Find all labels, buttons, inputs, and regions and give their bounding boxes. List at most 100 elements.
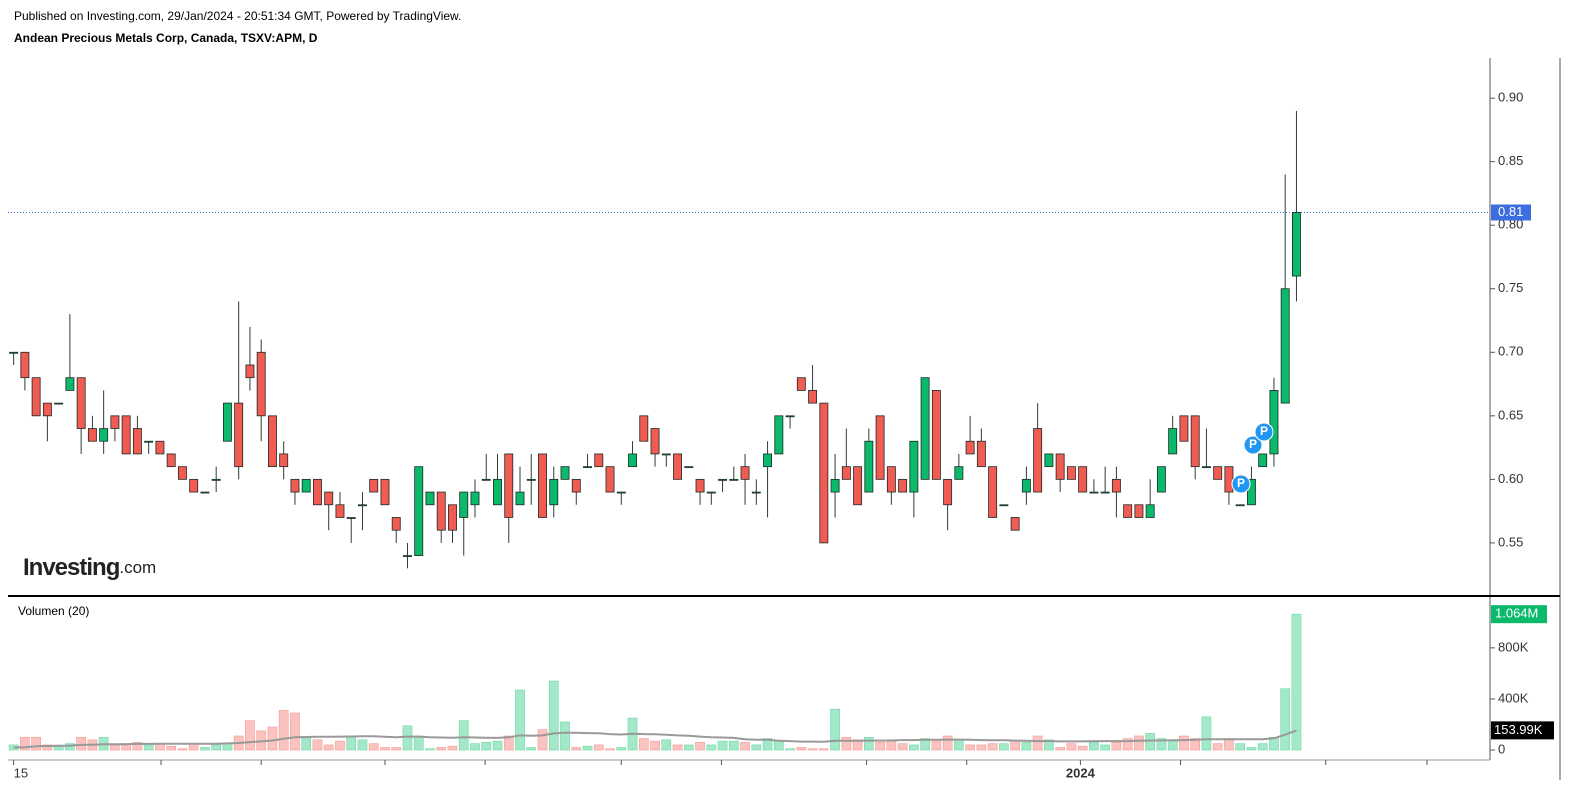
candle-body bbox=[1145, 504, 1155, 518]
candle-body bbox=[1269, 390, 1279, 455]
volume-bar bbox=[1179, 735, 1189, 751]
volume-bar bbox=[436, 747, 447, 751]
volume-bar bbox=[1032, 735, 1043, 751]
candle-body bbox=[42, 402, 52, 417]
volume-bar bbox=[1077, 745, 1088, 751]
volume-bar bbox=[548, 680, 559, 751]
candle-body bbox=[436, 491, 446, 531]
volume-bar bbox=[492, 740, 503, 751]
candle-body bbox=[20, 351, 30, 379]
volume-bar bbox=[976, 744, 987, 751]
volume-bar bbox=[841, 736, 852, 751]
candle-body bbox=[1280, 288, 1290, 404]
candle-body bbox=[841, 466, 851, 480]
volume-title: Volumen (20) bbox=[18, 604, 89, 618]
candle-body bbox=[267, 415, 277, 468]
candle-body bbox=[931, 390, 941, 480]
volume-bar bbox=[526, 747, 537, 751]
volume-bar bbox=[1134, 735, 1144, 751]
candle-body bbox=[1134, 504, 1144, 518]
volume-bar bbox=[796, 747, 807, 751]
candle-body bbox=[54, 402, 64, 405]
candle-body bbox=[1100, 491, 1110, 494]
volume-y-tick-label: 0 bbox=[1498, 741, 1505, 756]
candle-body bbox=[1066, 466, 1076, 480]
candle-body bbox=[369, 478, 379, 493]
volume-bar bbox=[413, 735, 424, 751]
candle-body bbox=[1179, 415, 1189, 442]
candle-body bbox=[571, 478, 581, 493]
volume-bar bbox=[312, 739, 323, 751]
volume-bar bbox=[323, 744, 334, 751]
volume-bar bbox=[402, 725, 413, 751]
event-marker-label: P bbox=[1260, 424, 1268, 438]
volume-bar bbox=[616, 747, 627, 751]
candle-body bbox=[639, 415, 649, 442]
volume-bar bbox=[785, 748, 795, 751]
volume-bar bbox=[166, 745, 177, 751]
volume-bar bbox=[1111, 742, 1122, 751]
candle-body bbox=[414, 466, 424, 557]
volume-bar bbox=[65, 743, 75, 751]
y-tick-label: 0.65 bbox=[1498, 407, 1523, 422]
candle-body bbox=[684, 466, 694, 469]
candle-body bbox=[808, 390, 818, 404]
candle-body bbox=[774, 415, 784, 455]
candle-body bbox=[943, 478, 953, 506]
candle-body bbox=[785, 415, 795, 418]
volume-bar bbox=[987, 743, 998, 751]
candle-body bbox=[1033, 428, 1043, 493]
candle-body bbox=[909, 440, 919, 493]
candle-body bbox=[380, 478, 390, 506]
candle-body bbox=[470, 491, 480, 506]
volume-bar bbox=[875, 742, 885, 751]
volume-bar bbox=[1190, 738, 1201, 751]
volume-bar bbox=[807, 748, 818, 751]
volume-bar bbox=[706, 744, 717, 751]
volume-bar bbox=[920, 738, 930, 751]
volume-bar bbox=[31, 736, 41, 751]
event-marker bbox=[1243, 435, 1263, 455]
volume-bar bbox=[76, 736, 86, 751]
candle-body bbox=[1224, 466, 1234, 493]
candle-body bbox=[121, 415, 131, 455]
candle-body bbox=[459, 491, 469, 518]
candle-body bbox=[65, 377, 75, 391]
volume-bar bbox=[458, 720, 469, 751]
candle-body bbox=[99, 428, 109, 442]
candle-body bbox=[965, 440, 975, 455]
event-marker-label: P bbox=[1237, 476, 1245, 490]
volume-bar bbox=[582, 745, 593, 751]
volume-bar bbox=[1145, 733, 1156, 751]
ma-badge bbox=[1491, 721, 1554, 740]
candle-body bbox=[1258, 453, 1268, 468]
candle-body bbox=[853, 466, 863, 506]
volume-bar bbox=[1280, 688, 1291, 751]
candle-body bbox=[830, 478, 840, 493]
volume-bar bbox=[740, 742, 750, 751]
candle-body bbox=[234, 402, 244, 468]
candle-body bbox=[650, 428, 660, 455]
candle-body bbox=[403, 555, 412, 558]
candle-body bbox=[155, 440, 165, 455]
volume-bar bbox=[830, 708, 840, 751]
volume-bar bbox=[954, 739, 964, 751]
volume-bar bbox=[965, 744, 975, 751]
volume-bar bbox=[661, 739, 672, 751]
candle-body bbox=[605, 466, 615, 493]
candle-body bbox=[1190, 415, 1200, 468]
volume-bar bbox=[245, 720, 255, 751]
volume-bar bbox=[1055, 747, 1065, 751]
chart-title: Andean Precious Metals Corp, Canada, TSX… bbox=[14, 31, 318, 45]
candle-body bbox=[76, 377, 86, 429]
volume-bar bbox=[695, 742, 705, 751]
candle-body bbox=[425, 491, 435, 506]
x-tick-label: 15 bbox=[14, 765, 28, 780]
volume-bar bbox=[818, 748, 829, 751]
candle-body bbox=[245, 364, 255, 379]
volume-bar bbox=[1021, 742, 1032, 751]
candle-body bbox=[144, 440, 154, 443]
candle-body bbox=[481, 478, 491, 481]
candle-body bbox=[875, 415, 885, 480]
volume-bar bbox=[638, 738, 649, 751]
